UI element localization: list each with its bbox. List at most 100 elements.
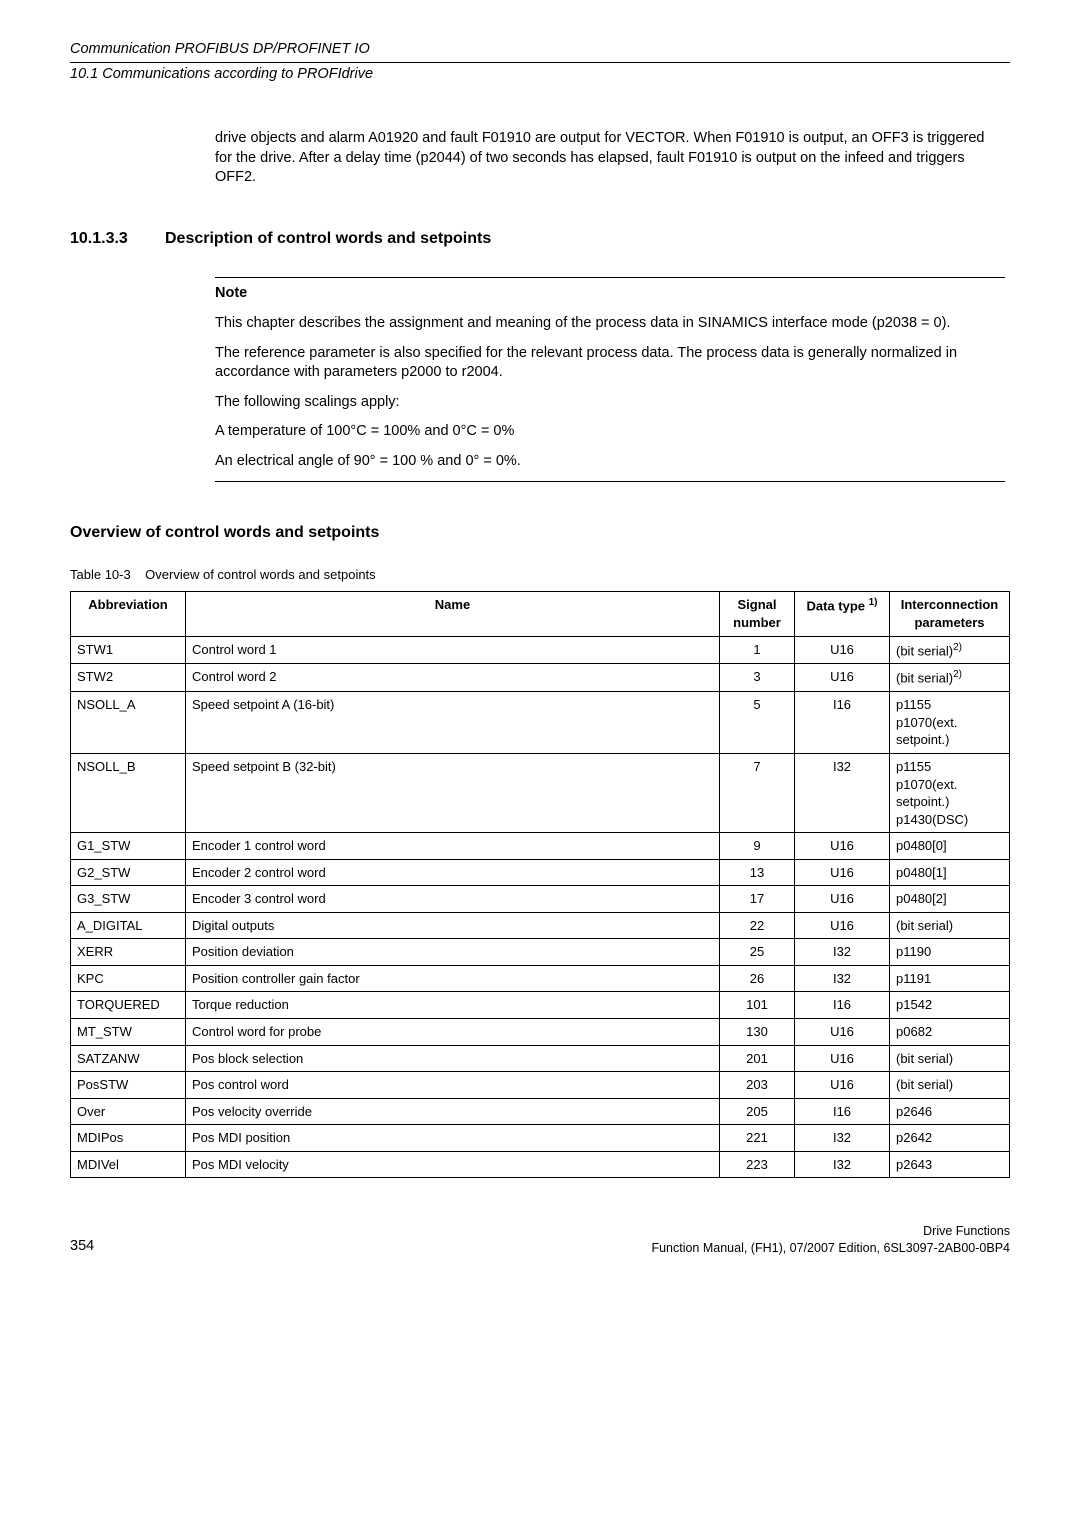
table-row: KPCPosition controller gain factor26I32p…: [71, 965, 1010, 992]
table-row: NSOLL_ASpeed setpoint A (16-bit)5I16p115…: [71, 692, 1010, 754]
cell-signal: 13: [720, 859, 795, 886]
table-row: TORQUEREDTorque reduction101I16p1542: [71, 992, 1010, 1019]
cell-signal: 205: [720, 1098, 795, 1125]
th-name: Name: [186, 592, 720, 636]
cell-datatype: U16: [795, 912, 890, 939]
cell-interconnection: p1191: [890, 965, 1010, 992]
cell-datatype: U16: [795, 636, 890, 664]
cell-interconnection: p1542: [890, 992, 1010, 1019]
cell-abbr: G2_STW: [71, 859, 186, 886]
cell-interconnection: (bit serial)2): [890, 664, 1010, 692]
table-caption: Table 10-3 Overview of control words and…: [70, 566, 1010, 584]
cell-signal: 201: [720, 1045, 795, 1072]
cell-interconnection: p2646: [890, 1098, 1010, 1125]
cell-signal: 25: [720, 939, 795, 966]
cell-name: Control word 1: [186, 636, 720, 664]
footer-right-2: Function Manual, (FH1), 07/2007 Edition,…: [651, 1240, 1010, 1257]
table-row: A_DIGITALDigital outputs22U16(bit serial…: [71, 912, 1010, 939]
cell-interconnection: p1155p1070(ext. setpoint.)p1430(DSC): [890, 753, 1010, 832]
cell-abbr: G3_STW: [71, 886, 186, 913]
cell-datatype: U16: [795, 1045, 890, 1072]
cell-name: Position controller gain factor: [186, 965, 720, 992]
cell-name: Pos block selection: [186, 1045, 720, 1072]
cell-abbr: SATZANW: [71, 1045, 186, 1072]
cell-datatype: I32: [795, 965, 890, 992]
control-words-table: Abbreviation Name Signal number Data typ…: [70, 591, 1010, 1178]
overview-heading: Overview of control words and setpoints: [70, 522, 1010, 544]
cell-name: Encoder 1 control word: [186, 833, 720, 860]
cell-name: Pos control word: [186, 1072, 720, 1099]
th-signal: Signal number: [720, 592, 795, 636]
header-subtitle: 10.1 Communications according to PROFIdr…: [70, 65, 1010, 85]
th-datatype-sup: 1): [869, 597, 878, 608]
note-p4: A temperature of 100°C = 100% and 0°C = …: [215, 422, 1005, 442]
cell-interconnection: (bit serial): [890, 1072, 1010, 1099]
note-p5: An electrical angle of 90° = 100 % and 0…: [215, 452, 1005, 472]
th-datatype-text: Data type: [806, 599, 868, 614]
cell-abbr: KPC: [71, 965, 186, 992]
cell-datatype: U16: [795, 664, 890, 692]
cell-signal: 101: [720, 992, 795, 1019]
header-rule: [70, 62, 1010, 63]
cell-abbr: NSOLL_A: [71, 692, 186, 754]
footer-right-1: Drive Functions: [651, 1223, 1010, 1240]
footer-right: Drive Functions Function Manual, (FH1), …: [651, 1223, 1010, 1257]
cell-abbr: STW1: [71, 636, 186, 664]
cell-interconnection: p1155p1070(ext. setpoint.): [890, 692, 1010, 754]
cell-datatype: U16: [795, 833, 890, 860]
cell-datatype: U16: [795, 1018, 890, 1045]
table-row: SATZANWPos block selection201U16(bit ser…: [71, 1045, 1010, 1072]
cell-datatype: I32: [795, 753, 890, 832]
cell-name: Encoder 2 control word: [186, 859, 720, 886]
cell-datatype: I32: [795, 939, 890, 966]
cell-name: Pos velocity override: [186, 1098, 720, 1125]
cell-signal: 5: [720, 692, 795, 754]
cell-interconnection: (bit serial)2): [890, 636, 1010, 664]
cell-name: Control word for probe: [186, 1018, 720, 1045]
section-heading: 10.1.3.3 Description of control words an…: [70, 228, 1010, 250]
note-p3: The following scalings apply:: [215, 393, 1005, 413]
table-row: MT_STWControl word for probe130U16p0682: [71, 1018, 1010, 1045]
cell-interconnection: p0480[1]: [890, 859, 1010, 886]
table-row: PosSTWPos control word203U16(bit serial): [71, 1072, 1010, 1099]
page-footer: 354 Drive Functions Function Manual, (FH…: [70, 1223, 1010, 1257]
header-title: Communication PROFIBUS DP/PROFINET IO: [70, 40, 1010, 60]
table-row: XERRPosition deviation25I32p1190: [71, 939, 1010, 966]
th-interconnection: Interconnection parameters: [890, 592, 1010, 636]
cell-datatype: U16: [795, 1072, 890, 1099]
cell-interconnection: p1190: [890, 939, 1010, 966]
table-row: OverPos velocity override205I16p2646: [71, 1098, 1010, 1125]
note-p1: This chapter describes the assignment an…: [215, 314, 1005, 334]
table-row: NSOLL_BSpeed setpoint B (32-bit)7I32p115…: [71, 753, 1010, 832]
cell-datatype: U16: [795, 886, 890, 913]
cell-signal: 1: [720, 636, 795, 664]
cell-abbr: A_DIGITAL: [71, 912, 186, 939]
cell-abbr: STW2: [71, 664, 186, 692]
intro-paragraph: drive objects and alarm A01920 and fault…: [215, 129, 1005, 188]
cell-signal: 221: [720, 1125, 795, 1152]
cell-name: Speed setpoint B (32-bit): [186, 753, 720, 832]
cell-signal: 3: [720, 664, 795, 692]
note-label: Note: [215, 284, 1005, 304]
cell-signal: 7: [720, 753, 795, 832]
cell-interconnection: p0480[2]: [890, 886, 1010, 913]
table-row: MDIPosPos MDI position221I32p2642: [71, 1125, 1010, 1152]
cell-interconnection: p0682: [890, 1018, 1010, 1045]
table-row: G2_STWEncoder 2 control word13U16p0480[1…: [71, 859, 1010, 886]
cell-name: Encoder 3 control word: [186, 886, 720, 913]
cell-signal: 17: [720, 886, 795, 913]
cell-interconnection: (bit serial): [890, 1045, 1010, 1072]
cell-interconnection: p2643: [890, 1151, 1010, 1178]
cell-name: Pos MDI velocity: [186, 1151, 720, 1178]
cell-signal: 22: [720, 912, 795, 939]
caption-text: Overview of control words and setpoints: [145, 567, 376, 582]
cell-abbr: NSOLL_B: [71, 753, 186, 832]
cell-signal: 223: [720, 1151, 795, 1178]
cell-signal: 9: [720, 833, 795, 860]
cell-signal: 130: [720, 1018, 795, 1045]
note-rule-bot: [215, 481, 1005, 482]
cell-abbr: Over: [71, 1098, 186, 1125]
cell-datatype: I32: [795, 1125, 890, 1152]
cell-abbr: MDIPos: [71, 1125, 186, 1152]
cell-datatype: I16: [795, 992, 890, 1019]
